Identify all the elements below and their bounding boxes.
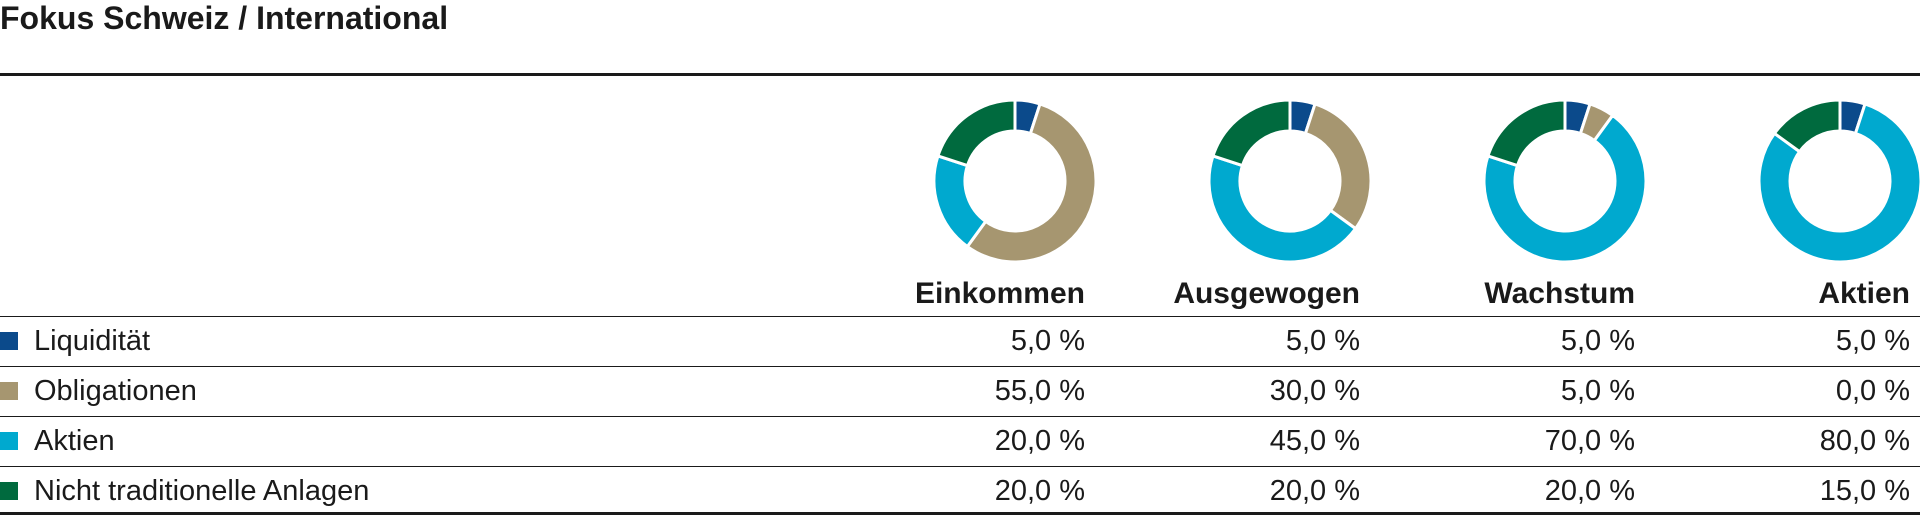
donut-slice-aktien (1207, 154, 1358, 264)
column-header-aktien: Aktien (1818, 277, 1910, 310)
data-label: 20,0 % (1544, 475, 1635, 507)
donut-slice-aktien (932, 154, 988, 249)
table-row-aktien: Aktien 20,0 % 45,0 % 70,0 % 80,0 % (0, 417, 1920, 466)
donut-chart-ausgewogen (1207, 98, 1373, 264)
donut-slice-aktien (1482, 113, 1648, 264)
data-label: 20,0 % (994, 475, 1085, 507)
row-label: Aktien (34, 425, 115, 457)
top-rule (0, 73, 1920, 76)
legend-swatch-liquiditaet (0, 332, 18, 350)
donut-slice-aktien (1757, 102, 1920, 264)
data-label: 15,0 % (1819, 475, 1910, 507)
data-label: 5,0 % (1285, 325, 1360, 357)
table-row-nicht-traditionelle-anlagen: Nicht traditionelle Anlagen 20,0 % 20,0 … (0, 467, 1920, 516)
data-label: 30,0 % (1269, 375, 1360, 407)
donut-chart-einkommen (932, 98, 1098, 264)
row-divider (0, 466, 1920, 467)
data-label: 5,0 % (1560, 375, 1635, 407)
donut-slice-obligationen (965, 102, 1098, 264)
data-label: 45,0 % (1269, 425, 1360, 457)
table-row-obligationen: Obligationen 55,0 % 30,0 % 5,0 % 0,0 % (0, 367, 1920, 416)
donut-chart-wachstum (1482, 98, 1648, 264)
donut-chart-aktien (1757, 98, 1920, 264)
data-label: 5,0 % (1010, 325, 1085, 357)
column-header-wachstum: Wachstum (1484, 277, 1635, 310)
data-label: 70,0 % (1544, 425, 1635, 457)
donut-slice-nicht-traditionelle-anlagen (1486, 98, 1567, 168)
bottom-rule (0, 512, 1920, 515)
row-label: Obligationen (34, 375, 197, 407)
donut-slice-nicht-traditionelle-anlagen (1211, 98, 1292, 168)
donut-slice-nicht-traditionelle-anlagen (1772, 98, 1842, 154)
legend-swatch-obligationen (0, 382, 18, 400)
data-label: 5,0 % (1835, 325, 1910, 357)
row-divider (0, 416, 1920, 417)
data-label: 5,0 % (1560, 325, 1635, 357)
row-label: Nicht traditionelle Anlagen (34, 475, 370, 507)
row-label: Liquidität (34, 325, 151, 357)
chart-title: Fokus Schweiz / International (0, 0, 449, 36)
data-label: 80,0 % (1819, 425, 1910, 457)
data-label: 20,0 % (1269, 475, 1360, 507)
row-divider (0, 366, 1920, 367)
legend-swatch-aktien (0, 432, 18, 450)
donut-slice-obligationen (1303, 102, 1373, 231)
row-divider (0, 316, 1920, 317)
legend-swatch-nicht-traditionelle-anlagen (0, 482, 18, 500)
column-header-ausgewogen: Ausgewogen (1173, 277, 1360, 310)
donut-slice-nicht-traditionelle-anlagen (936, 98, 1017, 168)
data-label: 55,0 % (994, 375, 1085, 407)
table-row-liquiditaet: Liquidität 5,0 % 5,0 % 5,0 % 5,0 % (0, 317, 1920, 366)
data-label: 0,0 % (1835, 375, 1910, 407)
data-label: 20,0 % (994, 425, 1085, 457)
column-header-einkommen: Einkommen (914, 277, 1085, 310)
